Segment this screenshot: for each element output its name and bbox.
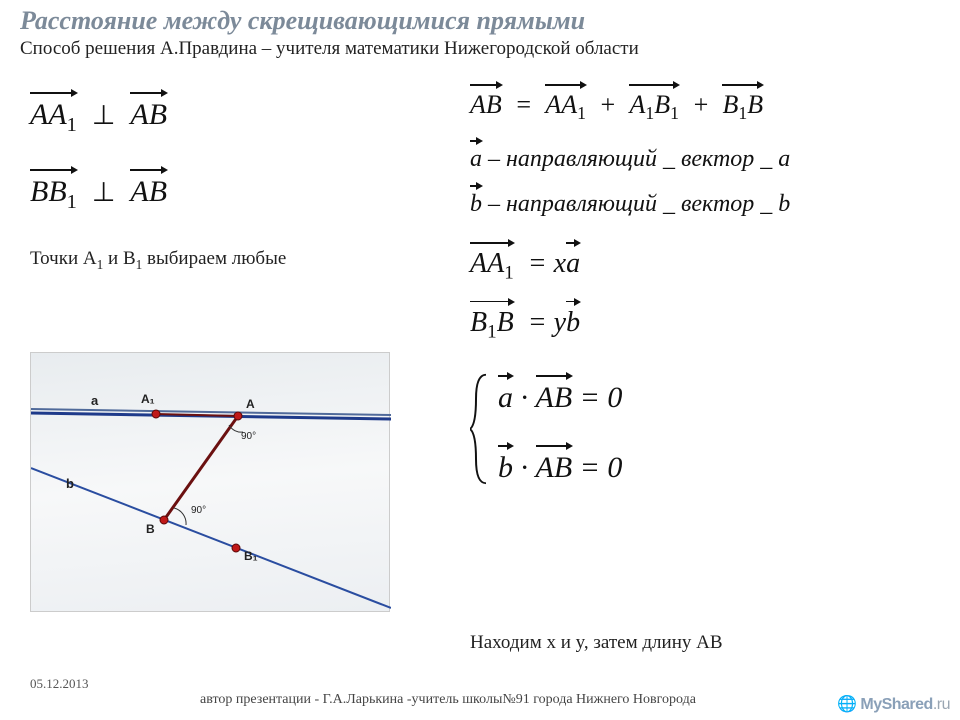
svg-text:a: a (91, 393, 99, 408)
svg-text:B: B (146, 522, 155, 536)
right-column: AB = AA1 + A1B1 + B1B a – направляющий _… (470, 82, 940, 485)
eq-dir-b: b – направляющий _ вектор _ b (470, 183, 940, 218)
svg-text:90°: 90° (241, 431, 256, 442)
svg-text:B₁: B₁ (244, 549, 258, 563)
slide-author: автор презентации - Г.А.Ларькина -учител… (200, 692, 696, 708)
left-column: AA1 ⊥ AB BB1 ⊥ AB Точки A1 и B1 выбираем… (30, 90, 430, 273)
eq-b1b: B1B = yb (470, 299, 940, 344)
eq-perp-1: AA1 ⊥ AB (30, 90, 430, 137)
eq-dir-a: a – направляющий _ вектор _ a (470, 138, 940, 173)
eq-vector-sum: AB = AA1 + A1B1 + B1B (470, 82, 940, 124)
svg-text:A₁: A₁ (141, 392, 155, 406)
slide: Расстояние между скрещивающимися прямыми… (0, 0, 960, 720)
slide-title: Расстояние между скрещивающимися прямыми (20, 0, 940, 36)
note-points: Точки A1 и B1 выбираем любые (30, 248, 430, 273)
slide-subtitle: Способ решения А.Правдина – учителя мате… (20, 38, 940, 60)
svg-text:b: b (66, 476, 74, 491)
eq-perp-2: BB1 ⊥ AB (30, 167, 430, 214)
geometry-diagram: 90° 90° a b A₁ A B B₁ (30, 352, 390, 612)
watermark: 🌐 MyShared.ru (837, 694, 950, 714)
result-note: Находим x и y, затем длину AB (470, 632, 723, 654)
eq-aa1: AA1 = xa (470, 240, 940, 285)
svg-text:90°: 90° (191, 505, 206, 516)
slide-date: 05.12.2013 (30, 676, 89, 692)
equation-system: a · AB = 0 b · AB = 0 (470, 373, 940, 485)
globe-icon: 🌐 (837, 696, 856, 713)
svg-text:A: A (246, 397, 255, 411)
